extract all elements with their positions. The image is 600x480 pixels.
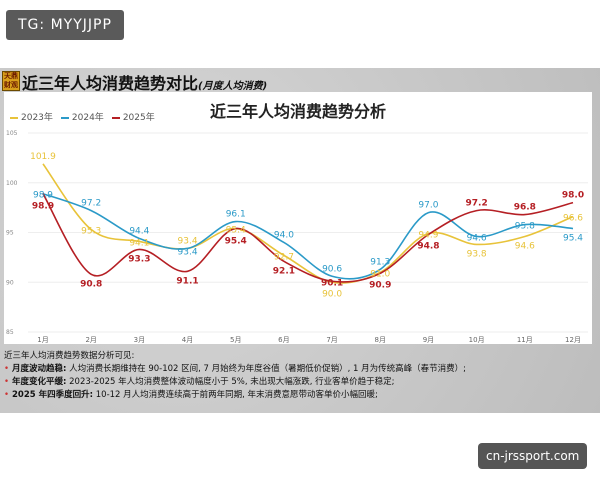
note-label: 年度变化平缓: (12, 377, 67, 387)
x-tick-label: 8月 (375, 336, 386, 344)
note-item: • 2025 年四季度回升: 10-12 月人均消费连续高于前两年同期, 年末消费… (4, 390, 378, 400)
data-label: 90.8 (80, 279, 102, 289)
data-label: 94.6 (467, 233, 487, 243)
note-item: • 年度变化平缓: 2023-2025 年人均消费整体波动幅度小于 5%, 未出现… (4, 377, 395, 387)
y-tick-label: 85 (6, 329, 14, 336)
y-tick-label: 90 (6, 279, 14, 286)
data-label: 91.1 (176, 276, 198, 286)
data-label: 95.4 (563, 234, 583, 244)
analysis-notes: 近三年人均消费趋势数据分析可见: • 月度波动趋稳: 人均消费长期维持在 90-1… (4, 350, 466, 402)
data-label: 90.9 (369, 280, 391, 290)
x-tick-label: 2月 (85, 336, 96, 344)
data-label: 94.9 (418, 230, 438, 240)
legend: 2023年 2024年 2025年 (10, 110, 155, 123)
y-tick-label: 100 (6, 180, 18, 187)
data-label: 94.8 (417, 241, 439, 251)
legend-item[interactable]: 2025年 (111, 110, 155, 123)
x-tick-label: 3月 (134, 336, 145, 344)
data-label: 93.8 (467, 249, 487, 259)
data-label: 92.1 (273, 266, 295, 276)
data-label: 94.6 (515, 241, 535, 251)
data-label: 96.1 (226, 210, 246, 220)
data-label: 91.3 (370, 257, 390, 267)
legend-swatch (60, 116, 69, 119)
data-label: 97.2 (81, 199, 101, 209)
data-label: 95.4 (225, 237, 247, 247)
data-label: 94.0 (274, 230, 294, 240)
data-label: 98.9 (33, 191, 53, 201)
legend-item[interactable]: 2024年 (60, 110, 104, 123)
note-text: 10-12 月人均消费连续高于前两年同期, 年末消费意愿带动客单价小幅回暖; (95, 390, 378, 400)
x-tick-label: 10月 (469, 336, 485, 344)
x-tick-label: 11月 (517, 336, 533, 344)
header-subtitle: (月度人均消费) (198, 81, 268, 92)
x-tick-label: 4月 (182, 336, 193, 344)
data-label: 93.4 (178, 247, 198, 257)
data-label: 96.6 (563, 214, 583, 224)
y-tick-label: 105 (6, 130, 18, 137)
data-label: 90.6 (322, 264, 342, 274)
data-label: 101.9 (30, 152, 56, 162)
data-label: 98.0 (562, 191, 584, 201)
legend-label: 2023年 (21, 113, 53, 123)
data-label: 90.1 (321, 278, 343, 288)
data-label: 94.1 (129, 238, 149, 248)
logo: 天鼎 财观 (2, 71, 20, 91)
header-title-text: 近三年人均消费趋势对比 (22, 74, 199, 93)
data-label: 91.0 (370, 269, 390, 279)
data-label: 90.0 (322, 289, 342, 299)
data-label: 97.0 (418, 201, 438, 211)
chart: 85 90 95 100 105 1月 2月 3月 4月 5月 6月 7月 8月 9月 10月 11月 12月 1… (4, 92, 592, 344)
x-tick-label: 12月 (565, 336, 581, 344)
data-label: 96.8 (514, 203, 536, 213)
note-item: • 月度波动趋稳: 人均消费长期维持在 90-102 区间, 7 月始终为年度谷值… (4, 364, 467, 374)
x-tick-label: 9月 (423, 336, 434, 344)
chart-svg: 85 90 95 100 105 1月 2月 3月 4月 5月 6月 7月 8月 9月 10月 11月 12月 1… (6, 130, 588, 344)
chart-title: 近三年人均消费趋势分析 (209, 102, 386, 121)
data-label: 92.7 (274, 252, 294, 262)
note-text: 人均消费长期维持在 90-102 区间, 7 月始终为年度谷值（暑期低价促销）,… (69, 364, 467, 374)
data-label: 93.3 (128, 254, 150, 264)
legend-item[interactable]: 2023年 (10, 110, 53, 123)
note-label: 2025 年四季度回升: (12, 390, 94, 400)
notes-intro: 近三年人均消费趋势数据分析可见: (4, 351, 135, 361)
data-label: 95.8 (515, 222, 535, 232)
x-tick-label: 6月 (278, 336, 289, 344)
data-label: 94.4 (129, 226, 149, 236)
y-tick-label: 95 (6, 230, 14, 237)
data-label: 95.4 (226, 226, 246, 236)
note-text: 2023-2025 年人均消费整体波动幅度小于 5%, 未出现大幅涨跌, 行业客… (69, 377, 395, 387)
series-line-2025年 (42, 193, 574, 283)
x-tick-label: 7月 (326, 336, 337, 344)
data-label: 97.2 (466, 199, 488, 209)
legend-label: 2024年 (71, 113, 104, 123)
legend-swatch (10, 116, 18, 119)
note-label: 月度波动趋稳: (12, 364, 67, 374)
watermark-top: TG: MYYJJPP (6, 10, 124, 40)
legend-swatch (111, 116, 120, 119)
data-label: 93.4 (178, 236, 198, 246)
series-line-2023年 (42, 163, 574, 284)
data-label: 95.3 (81, 227, 101, 237)
x-tick-label: 5月 (230, 336, 241, 344)
header-title: 近三年人均消费趋势对比(月度人均消费) (22, 70, 267, 94)
legend-label: 2025年 (122, 113, 155, 123)
x-tick-label: 1月 (37, 336, 48, 344)
watermark-bottom: cn-jrssport.com (478, 443, 588, 469)
series-line-2024年 (42, 192, 574, 280)
data-label: 98.9 (32, 202, 54, 212)
content-panel: 天鼎 财观 近三年人均消费趋势对比(月度人均消费) 85 90 95 100 105 1月 2… (0, 68, 600, 413)
